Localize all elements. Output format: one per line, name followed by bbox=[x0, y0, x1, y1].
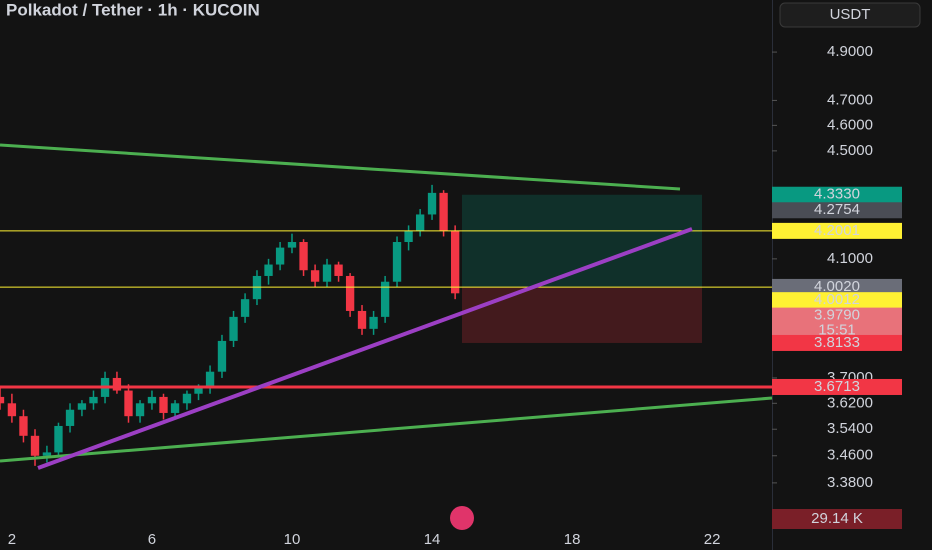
candle-body bbox=[124, 390, 133, 417]
y-tick-label: 4.6000 bbox=[827, 116, 873, 133]
price-badge-label: 4.2001 bbox=[814, 222, 860, 239]
y-tick-label: 4.9000 bbox=[827, 43, 873, 60]
price-badge bbox=[772, 307, 902, 338]
candle-body bbox=[369, 316, 378, 329]
y-tick-label: 4.7000 bbox=[827, 91, 873, 108]
price-badge bbox=[772, 202, 902, 219]
candle-body bbox=[159, 396, 168, 413]
currency-label[interactable]: USDT bbox=[830, 6, 871, 23]
price-badge bbox=[772, 186, 902, 203]
price-badge-label: 3.6713 bbox=[814, 378, 860, 395]
candle-body bbox=[264, 264, 273, 276]
candle-body bbox=[310, 270, 320, 282]
price-badge-label: 4.0020 bbox=[814, 278, 860, 295]
x-tick-label: 14 bbox=[424, 531, 441, 548]
candle-body bbox=[65, 409, 75, 426]
volume-badge bbox=[772, 509, 902, 529]
chart-title: Polkadot / Tether · 1h · KUCOIN bbox=[6, 0, 260, 19]
x-tick-label: 22 bbox=[704, 531, 721, 548]
candle-body bbox=[322, 264, 332, 282]
price-badge bbox=[772, 334, 902, 351]
price-badge-label: 4.2754 bbox=[814, 201, 860, 218]
price-badge-label: 4.3330 bbox=[814, 186, 860, 203]
candle-body bbox=[427, 192, 437, 215]
candle-body bbox=[439, 192, 448, 231]
y-tick-label: 3.6200 bbox=[827, 394, 873, 411]
x-tick-label: 18 bbox=[564, 531, 581, 548]
countdown-label: 15:51 bbox=[818, 322, 856, 339]
candle-body bbox=[19, 416, 28, 436]
candle-body bbox=[182, 393, 192, 404]
x-tick-label: 10 bbox=[284, 531, 301, 548]
candle-body bbox=[217, 340, 227, 372]
candle-body bbox=[345, 275, 355, 311]
candle-body bbox=[0, 396, 5, 404]
price-badge-label: 3.9790 bbox=[814, 307, 860, 324]
candle-body bbox=[450, 230, 460, 294]
trend-line bbox=[0, 143, 681, 191]
candle-body bbox=[404, 230, 413, 243]
trend-line bbox=[0, 396, 773, 463]
candle-body bbox=[229, 316, 238, 341]
candle-body bbox=[170, 403, 180, 413]
candle-body bbox=[415, 214, 425, 231]
candle-body bbox=[334, 264, 343, 276]
candle-body bbox=[240, 299, 250, 317]
price-badge bbox=[772, 378, 902, 395]
price-badge bbox=[772, 278, 902, 295]
candle-body bbox=[54, 425, 63, 453]
candle-body bbox=[7, 403, 17, 417]
candle-body bbox=[147, 396, 157, 404]
candle-body bbox=[205, 371, 215, 388]
loss-zone bbox=[462, 287, 702, 343]
x-tick-label: 6 bbox=[148, 531, 156, 548]
replay-icon[interactable] bbox=[450, 506, 474, 530]
candle-body bbox=[275, 247, 285, 265]
y-tick-label: 3.3800 bbox=[827, 474, 873, 491]
y-tick-label: 3.5400 bbox=[827, 420, 873, 437]
candle-body bbox=[287, 242, 297, 248]
y-tick-label: 4.5000 bbox=[827, 142, 873, 159]
candle-body bbox=[112, 377, 122, 391]
candle-body bbox=[299, 242, 308, 271]
price-badge-label: 3.8133 bbox=[814, 334, 860, 351]
candle-body bbox=[89, 396, 98, 404]
profit-zone bbox=[462, 194, 702, 288]
trend-line bbox=[37, 227, 693, 470]
candle-body bbox=[77, 403, 87, 410]
price-badge bbox=[772, 292, 902, 309]
y-tick-label: 4.1000 bbox=[827, 250, 873, 267]
volume-label: 29.14 K bbox=[811, 510, 863, 527]
price-badge-label: 4.0012 bbox=[814, 291, 860, 308]
price-axis: 4.90004.70004.60004.50004.10003.70003.62… bbox=[772, 43, 902, 491]
candle-body bbox=[392, 242, 402, 282]
price-badge bbox=[772, 222, 902, 239]
candle-body bbox=[380, 281, 390, 317]
y-tick-label: 3.4600 bbox=[827, 447, 873, 464]
candle-body bbox=[30, 435, 40, 456]
candle-body bbox=[135, 403, 145, 417]
x-tick-label: 2 bbox=[8, 531, 16, 548]
candle-body bbox=[357, 310, 367, 329]
candle-body bbox=[194, 387, 203, 394]
currency-button[interactable] bbox=[779, 2, 921, 28]
candle-body bbox=[42, 452, 52, 456]
